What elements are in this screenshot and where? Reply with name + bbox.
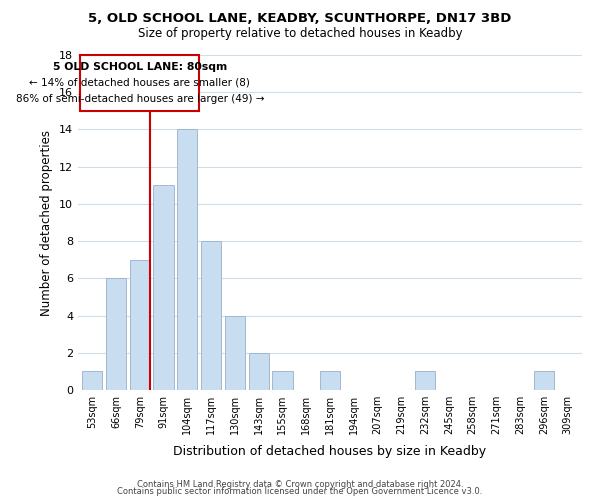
- Text: 5, OLD SCHOOL LANE, KEADBY, SCUNTHORPE, DN17 3BD: 5, OLD SCHOOL LANE, KEADBY, SCUNTHORPE, …: [88, 12, 512, 26]
- Text: Contains HM Land Registry data © Crown copyright and database right 2024.: Contains HM Land Registry data © Crown c…: [137, 480, 463, 489]
- Bar: [272, 372, 293, 390]
- Y-axis label: Number of detached properties: Number of detached properties: [40, 130, 53, 316]
- Bar: [225, 316, 245, 390]
- Bar: [106, 278, 126, 390]
- Bar: [534, 372, 554, 390]
- Bar: [82, 372, 103, 390]
- Bar: [248, 353, 269, 390]
- Bar: [201, 241, 221, 390]
- Text: 5 OLD SCHOOL LANE: 80sqm: 5 OLD SCHOOL LANE: 80sqm: [53, 62, 227, 72]
- Bar: [130, 260, 150, 390]
- Bar: [177, 130, 197, 390]
- Bar: [154, 186, 173, 390]
- Text: 86% of semi-detached houses are larger (49) →: 86% of semi-detached houses are larger (…: [16, 94, 264, 104]
- X-axis label: Distribution of detached houses by size in Keadby: Distribution of detached houses by size …: [173, 446, 487, 458]
- Text: Size of property relative to detached houses in Keadby: Size of property relative to detached ho…: [137, 28, 463, 40]
- Bar: [320, 372, 340, 390]
- Text: ← 14% of detached houses are smaller (8): ← 14% of detached houses are smaller (8): [29, 78, 250, 88]
- FancyBboxPatch shape: [80, 55, 199, 111]
- Bar: [415, 372, 435, 390]
- Text: Contains public sector information licensed under the Open Government Licence v3: Contains public sector information licen…: [118, 488, 482, 496]
